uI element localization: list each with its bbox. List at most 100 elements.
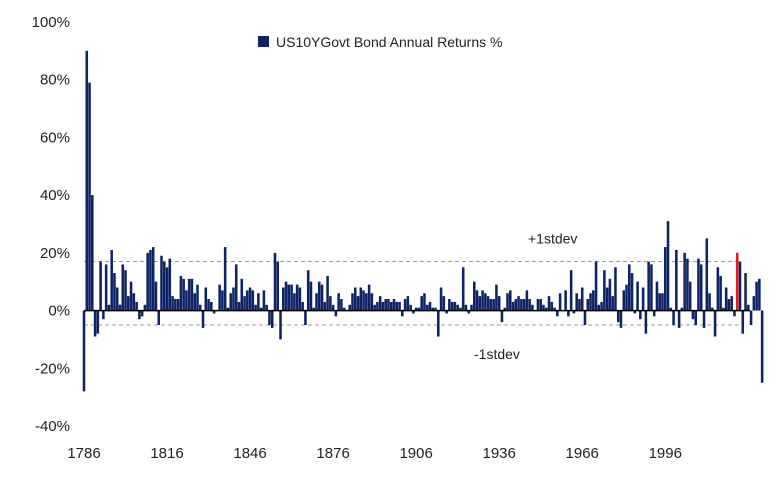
bar (359, 287, 363, 311)
bar (334, 310, 338, 317)
bar (107, 304, 111, 311)
bar (547, 296, 551, 311)
bar (558, 293, 562, 311)
bar (326, 275, 329, 311)
bar (259, 307, 263, 311)
bar (356, 296, 360, 311)
bar (650, 264, 653, 311)
x-tick-label: 1996 (649, 445, 682, 462)
bars (82, 50, 764, 392)
y-tick-label: 20% (40, 245, 70, 262)
bar (409, 304, 412, 311)
bar (758, 278, 761, 311)
bar (331, 304, 335, 311)
bar (351, 293, 354, 311)
bar (564, 290, 567, 311)
bar (204, 287, 208, 311)
y-axis-ticks: 100% 80% 60% 40% 20% 0% -20% -40% (32, 14, 70, 435)
bar (157, 310, 161, 325)
bar (414, 307, 418, 311)
bar (193, 293, 196, 311)
bar (376, 301, 379, 311)
bar (395, 301, 399, 311)
legend-label: US10YGovt Bond Annual Returns % (276, 34, 502, 50)
y-tick-label: 40% (40, 187, 70, 204)
bar (96, 310, 100, 334)
bar (251, 290, 255, 311)
bar (323, 301, 327, 311)
bar (165, 267, 169, 311)
bar (210, 301, 213, 311)
bar (467, 310, 471, 314)
bar (187, 278, 191, 311)
bar (221, 290, 224, 311)
bar (82, 310, 86, 392)
bar (431, 307, 435, 311)
bar (135, 301, 138, 311)
bar (655, 281, 659, 311)
bar (711, 307, 714, 311)
bar (741, 310, 745, 334)
bar (663, 247, 667, 311)
bar (473, 281, 476, 311)
bar (293, 293, 296, 311)
bar (658, 293, 662, 311)
bar (273, 252, 277, 311)
bar (268, 310, 271, 325)
bar (669, 307, 673, 311)
bar (373, 304, 376, 311)
bar (475, 290, 479, 311)
bar (301, 301, 304, 311)
bar (434, 307, 437, 311)
reference-line-label: +1stdev (528, 231, 577, 247)
bar (730, 296, 733, 311)
y-tick-label: 100% (32, 14, 70, 31)
x-tick-label: 1906 (399, 445, 432, 462)
bar (738, 261, 742, 311)
bar (237, 301, 241, 311)
bar (495, 284, 498, 311)
bar (138, 310, 141, 320)
bar (398, 301, 401, 311)
bar (196, 284, 199, 311)
bar (448, 299, 451, 311)
bar (262, 290, 266, 311)
bar (614, 267, 617, 311)
bar (182, 278, 185, 311)
bar (694, 310, 697, 325)
bar (525, 290, 529, 311)
bar (401, 310, 404, 317)
bar (522, 299, 526, 311)
bar (699, 264, 703, 311)
bar (702, 310, 706, 328)
bar (760, 310, 764, 383)
bar (531, 304, 534, 311)
bar (713, 310, 717, 337)
bar (284, 281, 288, 311)
bar (453, 301, 457, 311)
bar (149, 249, 152, 311)
bar (744, 273, 747, 311)
bar (630, 273, 634, 311)
bar (223, 247, 227, 311)
bar (752, 296, 756, 311)
bar (600, 301, 603, 311)
bar (675, 249, 678, 311)
bar (265, 304, 268, 311)
bar (348, 304, 351, 311)
bar (520, 299, 523, 311)
bar (425, 304, 429, 311)
bar (567, 310, 570, 317)
y-tick-label: -20% (35, 360, 70, 377)
bar (666, 221, 670, 311)
bar (716, 267, 720, 311)
bar (207, 299, 210, 311)
bar (506, 293, 509, 311)
bar (539, 299, 542, 311)
bar (644, 310, 648, 334)
reference-lines: +1stdev -1stdev (84, 231, 740, 362)
bar (514, 299, 518, 311)
bar (295, 284, 299, 311)
bar (226, 307, 230, 311)
